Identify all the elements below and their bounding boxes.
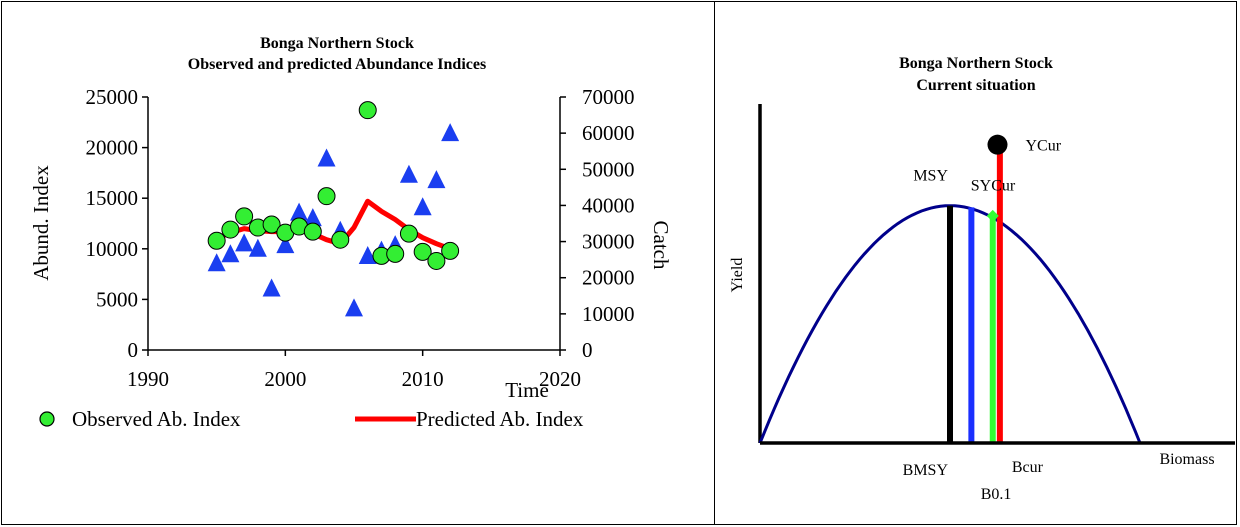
catch-triangle-point xyxy=(345,298,363,317)
observed-index-point xyxy=(413,242,432,261)
chart1-legend: Observed Ab. Index Predicted Ab. Index xyxy=(39,407,584,431)
catch-triangle-point xyxy=(207,253,226,272)
catch-triangle-point xyxy=(427,170,446,189)
y-tick-label: 25000 xyxy=(86,85,139,109)
catch-triangle-point xyxy=(276,235,295,254)
y2-tick-label: 10000 xyxy=(582,302,635,326)
catch-triangle-point xyxy=(235,233,254,252)
ycur-point xyxy=(987,134,1008,155)
chart1-y2label: Catch xyxy=(649,221,673,270)
catch-triangle-point xyxy=(262,278,281,297)
abundance-chart: Bonga Northern Stock Observed and predic… xyxy=(29,35,673,431)
observed-index-point xyxy=(399,224,418,243)
bmsy-label: BMSY xyxy=(903,462,949,479)
observed-index-point xyxy=(386,244,405,263)
legend-observed-marker xyxy=(39,411,55,427)
observed-index-point xyxy=(262,215,281,234)
bcur-label: Bcur xyxy=(1012,459,1044,476)
legend-predicted-label: Predicted Ab. Index xyxy=(416,407,584,431)
x-tick-label: 2020 xyxy=(539,367,581,391)
catch-triangle-point xyxy=(248,238,267,257)
observed-index-point xyxy=(221,220,240,239)
catch-triangle-point xyxy=(290,202,309,221)
chart1-xlabel: Time xyxy=(505,378,549,402)
x-tick-label: 2010 xyxy=(402,367,444,391)
chart1-subtitle: Observed and predicted Abundance Indices xyxy=(188,56,486,73)
x-tick-label: 2000 xyxy=(264,367,306,391)
observed-index-point xyxy=(358,101,377,120)
observed-index-point xyxy=(235,207,254,226)
chart2-xlabel: Biomass xyxy=(1159,451,1214,468)
y2-tick-label: 0 xyxy=(582,338,593,362)
chart2-ylabel: Yield xyxy=(729,258,746,293)
sycur-label: SYCur xyxy=(971,178,1016,195)
chart1-series xyxy=(207,101,460,317)
y2-tick-label: 30000 xyxy=(582,230,635,254)
observed-index-point xyxy=(317,187,336,206)
y-tick-label: 0 xyxy=(128,338,139,362)
observed-index-point xyxy=(441,241,460,260)
y-tick-label: 20000 xyxy=(86,136,139,160)
catch-triangle-point xyxy=(413,197,432,216)
observed-index-point xyxy=(207,231,226,250)
chart1-title: Bonga Northern Stock xyxy=(260,35,414,52)
sycur-point xyxy=(986,209,999,222)
observed-index-point xyxy=(331,230,350,249)
y-tick-label: 5000 xyxy=(96,287,138,311)
chart2-plot xyxy=(758,104,1235,445)
y2-tick-label: 20000 xyxy=(582,266,635,290)
panel-divider xyxy=(714,1,715,525)
catch-triangle-point xyxy=(441,123,460,142)
y2-tick-label: 40000 xyxy=(582,193,635,217)
catch-triangle-point xyxy=(399,164,418,183)
chart2-subtitle: Current situation xyxy=(916,77,1035,94)
catch-triangle-point xyxy=(317,148,336,167)
y-tick-label: 10000 xyxy=(86,237,139,261)
observed-index-point xyxy=(303,222,322,241)
y2-tick-label: 50000 xyxy=(582,157,635,181)
legend-observed-label: Observed Ab. Index xyxy=(72,407,241,431)
y2-tick-label: 70000 xyxy=(582,85,635,109)
x-tick-label: 1990 xyxy=(127,367,169,391)
chart1-ylabel: Abund. Index xyxy=(29,165,53,281)
y-tick-label: 15000 xyxy=(86,186,139,210)
ycur-label: YCur xyxy=(1026,138,1062,155)
chart2-title: Bonga Northern Stock xyxy=(899,55,1053,72)
y2-tick-label: 60000 xyxy=(582,121,635,145)
catch-triangle-point xyxy=(358,246,377,265)
catch-triangle-point xyxy=(221,244,240,263)
msy-label: MSY xyxy=(913,168,948,185)
chart1-axes: 0 5000 10000 15000 20000 25000 0 10000 20000 3000… xyxy=(86,85,635,391)
b01-label: B0.1 xyxy=(981,486,1012,503)
observed-index-point xyxy=(427,251,446,270)
catch-triangle-point xyxy=(303,208,322,227)
